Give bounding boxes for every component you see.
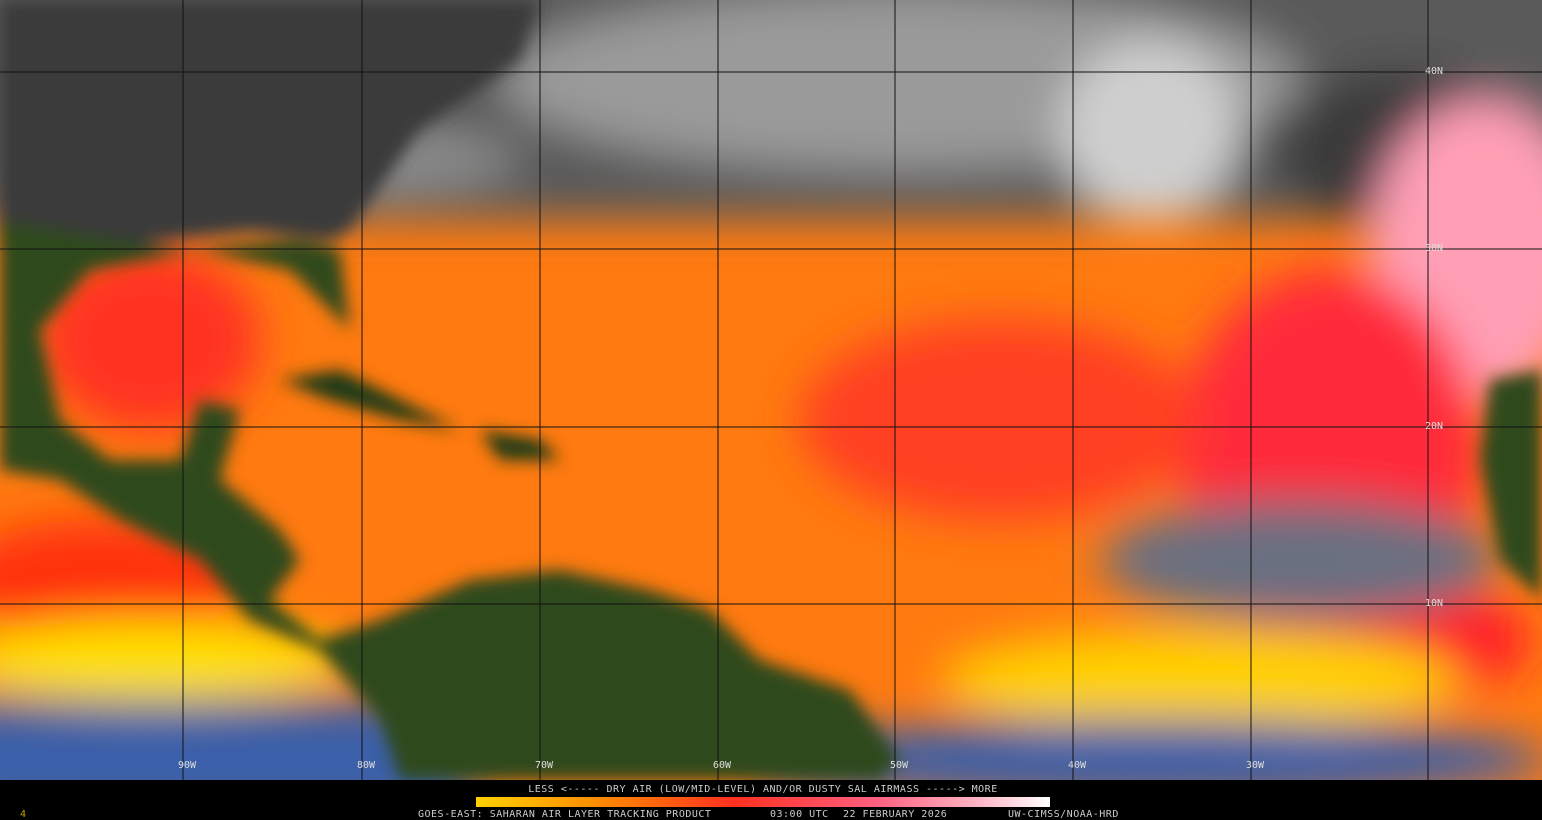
lon-label: 60W [713,760,732,771]
lon-label: 80W [357,760,376,771]
lon-labels: 90W 80W 70W 60W 50W 40W 30W [178,760,1265,771]
date: 22 FEBRUARY 2026 [843,809,947,820]
color-bar [476,797,1050,807]
lon-label: 50W [890,760,909,771]
lon-label: 90W [178,760,197,771]
credit: UW-CIMSS/NOAA-HRD [1008,809,1119,820]
lat-label: 40N [1425,66,1443,77]
graticule [0,0,1542,780]
lon-label: 30W [1246,760,1265,771]
product-name: GOES-EAST: SAHARAN AIR LAYER TRACKING PR… [418,809,711,820]
lon-label: 70W [535,760,554,771]
corner-mark: 4 [20,809,27,820]
lat-label: 20N [1425,421,1443,432]
lat-labels: 40N 30N 20N 10N [1425,66,1443,609]
lon-label: 40W [1068,760,1087,771]
legend-caption: LESS <----- DRY AIR (LOW/MID-LEVEL) AND/… [528,784,997,795]
time: 03:00 UTC [770,809,829,820]
lat-label: 30N [1425,243,1443,254]
lat-label: 10N [1425,598,1443,609]
